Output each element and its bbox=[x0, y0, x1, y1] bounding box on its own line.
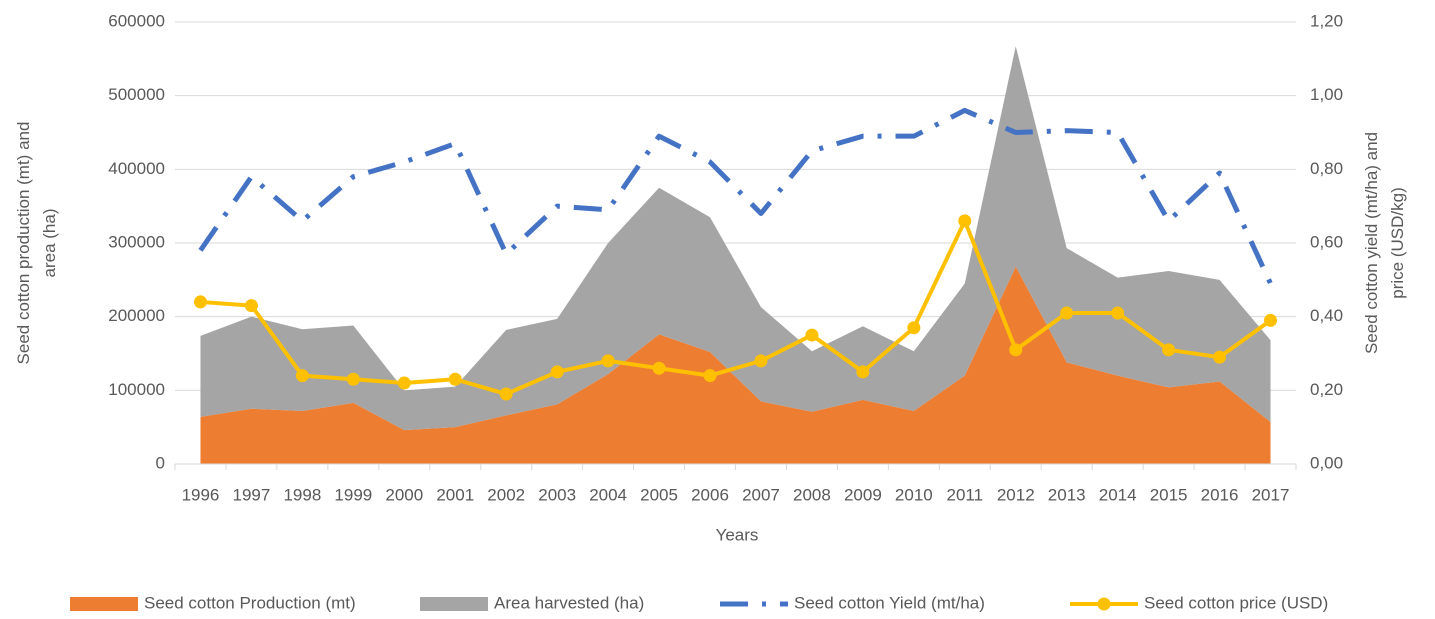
x-axis-title: Years bbox=[716, 525, 759, 544]
y2-tick-label: 0,60 bbox=[1310, 232, 1343, 251]
legend-marker bbox=[1097, 597, 1111, 611]
marker bbox=[601, 354, 615, 368]
y-tick-label: 500000 bbox=[108, 85, 165, 104]
x-tick-label: 2009 bbox=[844, 485, 882, 504]
marker bbox=[448, 372, 462, 386]
y-axis-title-line: Seed cotton production (mt) and bbox=[14, 122, 33, 365]
y2-axis-title-line: price (USD/kg) bbox=[1388, 187, 1407, 298]
y2-tick-label: 0,20 bbox=[1310, 380, 1343, 399]
x-tick-label: 2007 bbox=[742, 485, 780, 504]
marker bbox=[958, 214, 972, 228]
legend-label: Area harvested (ha) bbox=[494, 593, 644, 612]
y-axis-title-line: area (ha) bbox=[40, 209, 59, 278]
y2-axis-title-line: Seed cotton yield (mt/ha) and bbox=[1362, 132, 1381, 354]
marker bbox=[856, 365, 870, 379]
line bbox=[200, 218, 1272, 397]
x-tick-label: 2010 bbox=[895, 485, 933, 504]
y-axis-title: Seed cotton production (mt) and area (ha) bbox=[14, 122, 59, 365]
x-tick-label: 1996 bbox=[182, 485, 220, 504]
x-tick-label: 2015 bbox=[1150, 485, 1188, 504]
y2-tick-label: 0,40 bbox=[1310, 306, 1343, 325]
legend-label: Seed cotton Production (mt) bbox=[144, 593, 356, 612]
y2-tick-label: 0,80 bbox=[1310, 159, 1343, 178]
y-tick-label: 200000 bbox=[108, 306, 165, 325]
marker bbox=[346, 372, 360, 386]
x-tick-label: 2012 bbox=[997, 485, 1035, 504]
legend-label: Seed cotton Yield (mt/ha) bbox=[794, 593, 985, 612]
marker bbox=[550, 365, 564, 379]
x-tick-label: 2003 bbox=[538, 485, 576, 504]
marker bbox=[907, 321, 921, 335]
y2-axis-title: Seed cotton yield (mt/ha) and price (USD/… bbox=[1362, 132, 1407, 354]
x-tick-label: 2005 bbox=[640, 485, 678, 504]
marker bbox=[499, 387, 513, 401]
marker bbox=[703, 369, 717, 383]
x-tick-label: 2001 bbox=[436, 485, 474, 504]
legend-swatch bbox=[70, 597, 138, 611]
marker bbox=[1060, 306, 1074, 320]
legend-label: Seed cotton price (USD) bbox=[1144, 593, 1328, 612]
y-tick-label: 300000 bbox=[108, 232, 165, 251]
x-tick-label: 2013 bbox=[1048, 485, 1086, 504]
y2-tick-label: 0,00 bbox=[1310, 453, 1343, 472]
y-tick-label: 600000 bbox=[108, 11, 165, 30]
y-tick-label: 400000 bbox=[108, 159, 165, 178]
x-tick-label: 2006 bbox=[691, 485, 729, 504]
x-tick-label: 2016 bbox=[1201, 485, 1239, 504]
y2-tick-label: 1,00 bbox=[1310, 85, 1343, 104]
y-tick-label: 0 bbox=[156, 453, 165, 472]
marker bbox=[1111, 306, 1125, 320]
y-tick-label: 100000 bbox=[108, 380, 165, 399]
x-tick-label: 1999 bbox=[334, 485, 372, 504]
marker bbox=[1264, 313, 1278, 327]
marker bbox=[295, 369, 309, 383]
marker bbox=[1009, 343, 1023, 357]
line bbox=[198, 107, 1273, 285]
x-tick-label: 2008 bbox=[793, 485, 831, 504]
area bbox=[200, 46, 1271, 431]
marker bbox=[652, 361, 666, 375]
marker bbox=[805, 328, 819, 342]
x-tick-label: 2000 bbox=[385, 485, 423, 504]
x-tick-label: 1997 bbox=[233, 485, 271, 504]
x-tick-label: 2004 bbox=[589, 485, 627, 504]
marker bbox=[1213, 350, 1227, 364]
x-tick-label: 2002 bbox=[487, 485, 525, 504]
x-tick-label: 1998 bbox=[283, 485, 321, 504]
marker bbox=[754, 354, 768, 368]
marker bbox=[244, 299, 258, 313]
x-tick-label: 2017 bbox=[1252, 485, 1290, 504]
legend-swatch bbox=[420, 597, 488, 611]
x-tick-label: 2011 bbox=[947, 485, 984, 504]
marker bbox=[193, 295, 207, 309]
y2-tick-label: 1,20 bbox=[1310, 11, 1343, 30]
x-tick-label: 2014 bbox=[1099, 485, 1137, 504]
marker bbox=[397, 376, 411, 390]
marker bbox=[1162, 343, 1176, 357]
